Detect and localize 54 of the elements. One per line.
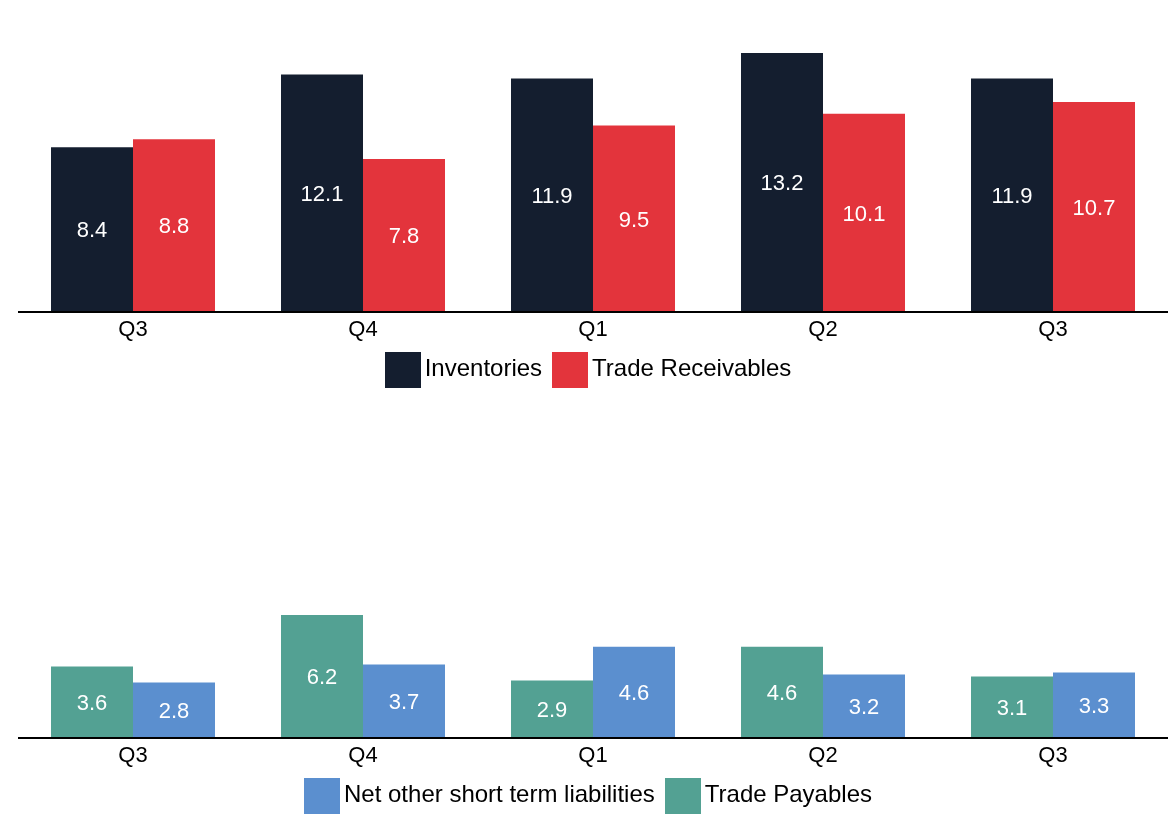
- bar: [281, 615, 363, 738]
- data-label: 3.7: [388, 689, 420, 715]
- bar: [133, 682, 215, 738]
- data-label: 11.9: [531, 183, 573, 209]
- data-label: 8.8: [158, 213, 190, 239]
- bar: [281, 74, 363, 312]
- bar: [363, 158, 445, 312]
- bar: [823, 113, 905, 312]
- bar: [823, 674, 905, 738]
- data-label: 4.6: [766, 680, 798, 706]
- bar: [51, 147, 133, 312]
- legend-label: Inventories: [424, 354, 543, 382]
- legend-label: Trade Payables: [704, 780, 872, 808]
- bar: [593, 125, 675, 312]
- data-label: 9.5: [618, 206, 650, 232]
- legend-label: Net other short term liabilities: [344, 780, 655, 808]
- bar: [971, 676, 1053, 738]
- data-label: 4.6: [618, 680, 650, 706]
- bar: [593, 646, 675, 738]
- data-label: 2.8: [158, 698, 190, 724]
- data-label: 8.4: [76, 217, 108, 243]
- bar: [133, 139, 215, 312]
- data-label: 6.2: [306, 664, 338, 690]
- x-tick-label: Q3: [1038, 315, 1068, 341]
- bar: [511, 78, 593, 312]
- bar: [741, 646, 823, 738]
- x-tick-label: Q2: [808, 315, 838, 341]
- x-tick-label: Q3: [118, 315, 148, 341]
- x-tick-label: Q1: [578, 315, 608, 341]
- x-tick-label: Q3: [118, 741, 148, 767]
- x-tick-label: Q1: [578, 741, 608, 767]
- data-label: 13.2: [760, 170, 804, 196]
- legend-label: Trade Receivables: [592, 354, 792, 382]
- data-label: 3.3: [1078, 693, 1110, 719]
- bar: [971, 78, 1053, 312]
- data-label: 3.2: [848, 694, 880, 720]
- x-tick-label: Q4: [348, 315, 378, 341]
- bar: [363, 664, 445, 738]
- data-label: 3.1: [996, 695, 1028, 721]
- data-label: 10.7: [1072, 194, 1116, 220]
- bar: [51, 666, 133, 738]
- x-tick-label: Q3: [1038, 741, 1068, 767]
- bar: [1053, 102, 1135, 312]
- bar: [741, 53, 823, 312]
- x-tick-label: Q4: [348, 741, 378, 767]
- data-label: 3.6: [76, 690, 108, 716]
- data-label: 2.9: [536, 697, 568, 723]
- bar: [511, 680, 593, 738]
- data-label: 11.9: [991, 183, 1033, 209]
- bar: [1053, 672, 1135, 738]
- x-tick-label: Q2: [808, 741, 838, 767]
- data-label: 7.8: [388, 223, 420, 249]
- data-label: 12.1: [300, 181, 344, 207]
- data-label: 10.1: [842, 200, 886, 226]
